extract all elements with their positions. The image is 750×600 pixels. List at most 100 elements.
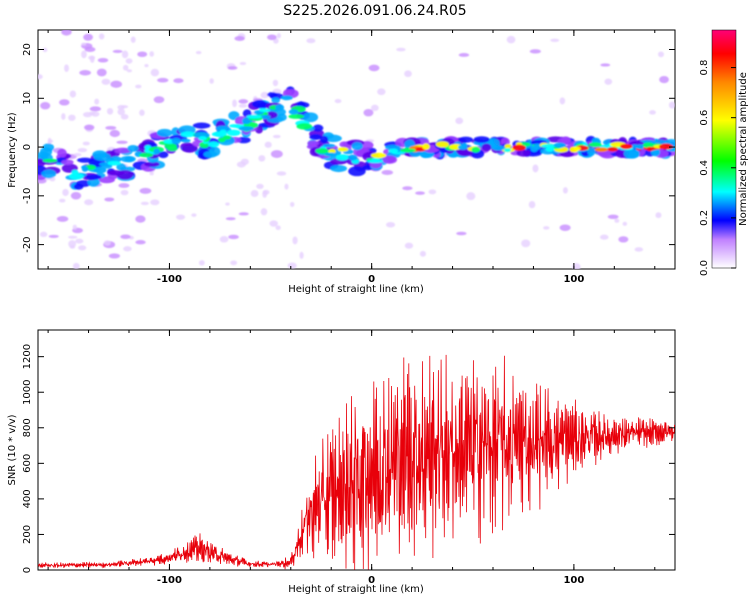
spectrogram-blob <box>156 128 173 138</box>
spectrogram-blob <box>543 226 550 230</box>
spectrogram-blob <box>659 143 674 150</box>
spectrogram-blob <box>368 64 380 72</box>
y-tick-label: 200 <box>22 525 33 544</box>
colorbar-tick-label: 0.2 <box>699 210 710 226</box>
spectrogram-blob <box>40 101 51 110</box>
x-tick-label: -100 <box>157 274 182 285</box>
spectrogram-blob <box>222 135 232 140</box>
spectrogram-blob <box>312 124 324 132</box>
spectrogram-blob <box>79 70 91 76</box>
spectrogram-blob <box>138 152 154 158</box>
spectrogram-blob <box>112 49 123 53</box>
colorbar: 0.0 0.2 0.4 0.6 0.8 Normalized spectral ampl… <box>699 29 749 276</box>
snr-ylabel: SNR (10 * v/v) <box>7 414 18 485</box>
spectrogram-blob <box>370 104 379 112</box>
spectrogram-blob <box>83 124 95 131</box>
spectrogram-blob <box>149 171 154 176</box>
spectrogram-blob <box>276 171 287 176</box>
spectrogram-blob <box>225 217 236 221</box>
spectrogram-blob <box>492 145 505 151</box>
spectrogram-blob <box>176 214 186 220</box>
spectrogram-blob <box>125 58 133 64</box>
spectrogram-blob <box>61 159 74 166</box>
spectrogram-blob <box>614 218 620 223</box>
spectrogram-blob <box>288 114 305 119</box>
spectrogram-blob <box>68 235 78 239</box>
spectrogram-blob <box>559 224 571 231</box>
spectrogram-blob <box>85 174 102 180</box>
spectrogram-blob <box>98 33 105 40</box>
spectrogram-blob <box>130 36 136 43</box>
spectrogram-blob <box>473 136 490 143</box>
spectrogram-blob <box>388 148 399 154</box>
y-tick-label: 600 <box>22 454 33 473</box>
spectrogram-blob <box>559 97 566 105</box>
spectrogram-blob <box>600 63 611 67</box>
spectrogram-blob <box>634 247 644 252</box>
spectrogram-blob <box>659 75 669 84</box>
spectrogram-blob <box>649 110 656 115</box>
spectrogram-blob <box>370 152 387 159</box>
spectrogram-blob <box>337 147 349 152</box>
spectrogram-blob <box>81 50 87 59</box>
spectrogram-blob <box>290 201 295 207</box>
x-tick-label: 100 <box>563 274 584 285</box>
spectrogram-blob <box>68 173 84 180</box>
spectrogram-blob <box>367 159 384 164</box>
spectrogram-blob <box>38 151 49 158</box>
spectrogram-blob <box>135 240 146 245</box>
spectrogram-blob <box>363 108 374 117</box>
spectrogram-blob <box>124 156 135 163</box>
spectrogram-blob <box>276 33 281 39</box>
spectrogram-blob <box>120 105 129 109</box>
spectrogram-blob <box>127 144 139 152</box>
spectrogram-blob <box>481 143 492 152</box>
spectrogram-blob <box>180 138 191 143</box>
spectrogram-ylabel: Frequency (Hz) <box>7 112 18 188</box>
spectrogram-blob <box>239 61 247 66</box>
spectrogram-blob <box>288 109 299 115</box>
spectrogram-blob <box>516 149 531 157</box>
spectrogram-blob <box>668 101 675 109</box>
spectrogram-blob <box>114 147 132 154</box>
spectrogram-blob <box>83 33 93 41</box>
spectrogram-blob <box>105 125 117 130</box>
spectrogram-blob <box>57 148 67 158</box>
spectrogram-blob <box>260 91 269 99</box>
spectrogram-blob <box>284 183 289 190</box>
spectrogram-blob <box>271 97 281 104</box>
spectrogram-blob <box>70 191 82 200</box>
spectrogram-blob <box>264 141 272 148</box>
spectrogram-blob <box>540 143 557 148</box>
snr-frame <box>37 329 676 571</box>
spectrogram-blob <box>630 144 639 149</box>
spectrogram-blob <box>623 148 640 159</box>
spectrogram-blob <box>458 53 470 57</box>
spectrogram-blob <box>550 38 560 42</box>
y-tick-label: 0 <box>22 144 33 150</box>
spectrogram-blob <box>109 129 121 138</box>
spectrogram-blob <box>258 155 266 162</box>
spectrogram-blob <box>270 150 283 158</box>
colorbar-label: Normalized spectral amplitude <box>738 72 749 226</box>
spectrogram-blob <box>246 114 262 119</box>
spectrogram-blob <box>97 57 109 63</box>
spectrogram-blob <box>68 114 76 121</box>
spectrogram-blob <box>309 134 322 141</box>
spectrogram-blob <box>381 170 394 176</box>
spectrogram-blob <box>254 125 264 134</box>
y-tick-label: 10 <box>22 92 33 105</box>
spectrogram-blob <box>48 139 54 143</box>
colorbar-ticks: 0.0 0.2 0.4 0.6 0.8 <box>699 60 736 276</box>
spectrogram-blob <box>234 35 245 42</box>
spectrogram-blob <box>618 236 629 243</box>
spectrogram-blob <box>82 141 90 146</box>
spectrogram-blob <box>529 49 542 54</box>
spectrogram-blob <box>108 253 121 259</box>
spectrogram-blob <box>120 114 129 120</box>
spectrogram-blob <box>504 144 512 149</box>
spectrogram-blob <box>260 208 268 216</box>
spectrogram-blob <box>299 251 304 259</box>
y-tick-label: -20 <box>22 236 33 252</box>
